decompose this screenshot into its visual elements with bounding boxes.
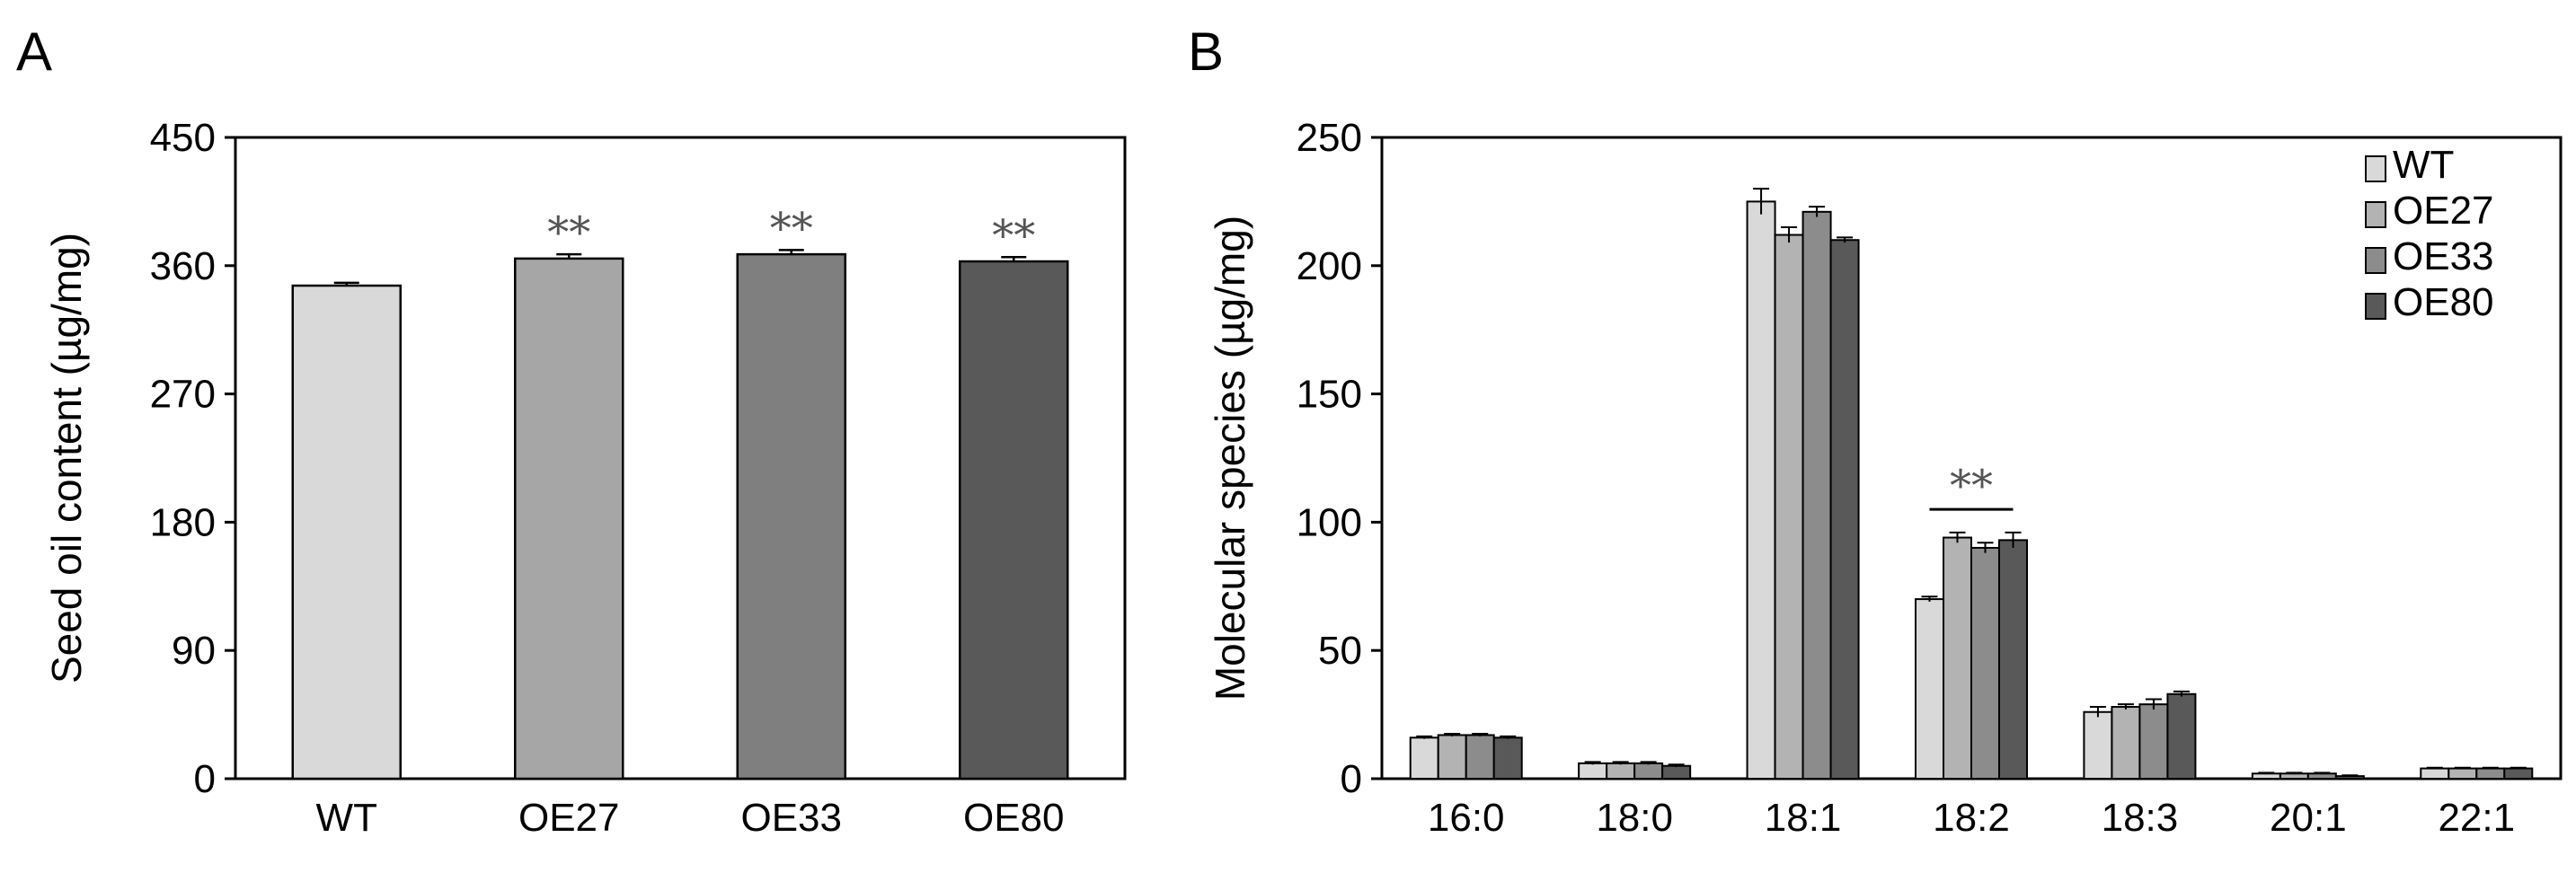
legend-swatch-wt [2365, 155, 2386, 182]
x-tick-label: 18:2 [1933, 796, 2010, 840]
bar-oe33-22-1 [2475, 767, 2506, 780]
y-axis-title-a: Seed oil content (µg/mg) [43, 233, 90, 683]
legend-label-oe27: OE27 [2393, 189, 2494, 233]
x-tick-label: OE80 [963, 796, 1065, 840]
bar-oe80-18-2 [1998, 539, 2028, 780]
y-tick-label: 90 [172, 629, 216, 673]
bar-oe27-18-0 [1606, 762, 1636, 780]
bar-oe33-18-3 [2138, 703, 2169, 780]
x-tick-label: 18:3 [2102, 796, 2179, 840]
legend-label-wt: WT [2393, 143, 2454, 187]
y-tick-label: 200 [1297, 244, 1362, 288]
legend-swatch-oe33 [2365, 247, 2386, 274]
bar-wt-22-1 [2420, 767, 2450, 780]
significance-label: ** [992, 210, 1035, 260]
x-tick-label: OE27 [518, 796, 620, 840]
bar-wt-18-3 [2083, 710, 2113, 780]
bar-oe33-18-2 [1970, 546, 2000, 780]
y-axis-title-b: Molecular species (µg/mg) [1207, 216, 1253, 701]
y-tick-label: 360 [150, 244, 216, 288]
bar-oe33 [736, 252, 846, 780]
y-tick-label: 450 [150, 116, 216, 160]
bar-oe80-18-3 [2166, 692, 2197, 780]
panel-letter-a: A [16, 22, 52, 82]
x-tick-label: WT [316, 796, 377, 840]
y-tick-label: 270 [150, 373, 216, 417]
bar-oe80-16-0 [1492, 736, 1523, 780]
y-ticks-b: 0 50 100 150 200 250 [1297, 116, 1382, 801]
x-tick-label: 16:0 [1428, 796, 1505, 840]
x-tick-label: 22:1 [2438, 796, 2515, 840]
bar-wt-18-1 [1746, 200, 1776, 780]
y-tick-label: 0 [1341, 757, 1362, 801]
x-ticks-a: WT OE27 OE33 OE80 [316, 796, 1065, 840]
significance-label: ** [770, 203, 813, 253]
bar-wt-20-1 [2251, 772, 2281, 780]
bars-a: ** ** ** [291, 203, 1069, 780]
legend-label-oe33: OE33 [2393, 234, 2494, 278]
bar-oe27 [514, 257, 624, 780]
bar-oe27-20-1 [2279, 772, 2309, 780]
bar-oe80-22-1 [2503, 767, 2534, 780]
bar-oe27-18-3 [2111, 706, 2141, 780]
chart-panel-b: Molecular species (µg/mg) 0 50 100 150 200 25… [1207, 116, 2563, 840]
y-tick-label: 50 [1318, 629, 1362, 673]
bar-oe33-18-0 [1633, 762, 1664, 780]
legend-label-oe80: OE80 [2393, 280, 2494, 324]
significance-label: ** [1950, 461, 1993, 511]
bars-b: ** [1409, 188, 2534, 780]
bar-oe33-16-0 [1465, 734, 1495, 780]
panel-letter-b: B [1188, 22, 1224, 82]
x-ticks-b: 16:0 18:0 18:1 18:2 18:3 20:1 22:1 [1428, 796, 2515, 840]
bar-oe33-18-1 [1801, 210, 1832, 780]
x-tick-label: OE33 [740, 796, 842, 840]
y-ticks-a: 0 90 180 270 360 450 [150, 116, 235, 801]
bar-oe33-20-1 [2306, 772, 2337, 780]
bar-oe27-18-1 [1774, 234, 1804, 780]
x-tick-label: 18:0 [1596, 796, 1673, 840]
bar-wt [291, 284, 402, 780]
bar-oe27-16-0 [1437, 734, 1467, 780]
y-tick-label: 100 [1297, 500, 1362, 544]
plot-frame-a [234, 136, 1127, 780]
bar-wt-16-0 [1409, 736, 1439, 780]
chart-panel-a: Seed oil content (µg/mg) 0 90 180 270 360 450… [43, 116, 1127, 840]
x-tick-label: 20:1 [2270, 796, 2347, 840]
bar-oe27-22-1 [2448, 767, 2478, 780]
bar-wt-18-2 [1915, 598, 1944, 780]
bar-wt-18-0 [1578, 762, 1608, 780]
y-tick-label: 180 [150, 500, 216, 544]
y-tick-label: 150 [1297, 373, 1362, 417]
bar-oe27-18-2 [1943, 536, 1972, 780]
significance-label: ** [547, 207, 590, 258]
y-tick-label: 0 [194, 757, 216, 801]
legend-swatch-oe80 [2365, 293, 2386, 320]
bar-oe80-18-0 [1661, 764, 1692, 780]
legend-swatch-oe27 [2365, 201, 2386, 228]
bar-oe80 [959, 260, 1069, 780]
x-tick-label: 18:1 [1765, 796, 1842, 840]
y-tick-label: 250 [1297, 116, 1362, 160]
bar-oe80-18-1 [1829, 239, 1860, 780]
